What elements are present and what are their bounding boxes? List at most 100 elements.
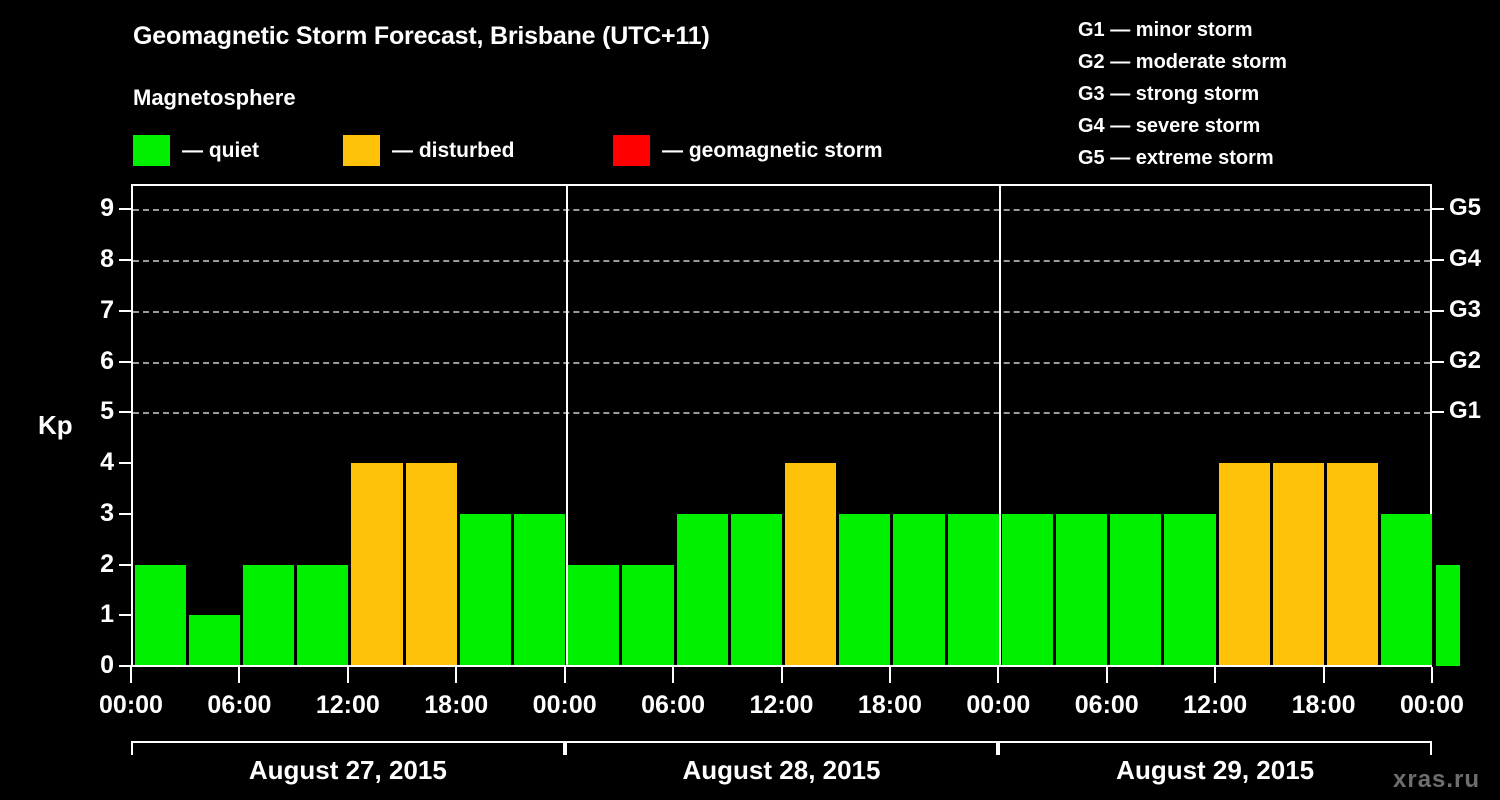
gridline-kp-5 — [133, 412, 1430, 415]
gridline-kp-8 — [133, 260, 1430, 263]
bar-24[interactable] — [1435, 564, 1460, 666]
y-tick-mark-4 — [119, 462, 131, 465]
y-axis-label: Kp — [38, 410, 73, 440]
x-tick-mark-6 — [780, 667, 783, 683]
g-tick-label-G4: G4 — [1449, 245, 1482, 273]
legend-label-disturbed: — disturbed — [392, 138, 515, 162]
plot-area — [131, 184, 1460, 666]
bar-23[interactable] — [1381, 513, 1433, 666]
y-tick-label-4: 4 — [100, 448, 114, 477]
day-bracket-2 — [564, 741, 999, 755]
y-tick-mark-3 — [119, 512, 131, 515]
gscale-legend-row-2: G2 — moderate storm — [1078, 51, 1287, 73]
day-separator-1 — [565, 186, 568, 666]
x-tick-mark-3 — [455, 667, 458, 683]
bar-15[interactable] — [947, 513, 999, 666]
x-tick-mark-2 — [346, 667, 349, 683]
bar-2[interactable] — [242, 564, 295, 666]
y-tick-mark-0 — [119, 665, 131, 667]
day-separator-2 — [999, 186, 1002, 666]
day-bracket-1 — [131, 741, 565, 755]
x-tick-mark-11 — [1322, 667, 1325, 683]
bar-3[interactable] — [297, 564, 349, 666]
gscale-legend-row-3: G3 — strong storm — [1078, 83, 1260, 105]
g-tick-mark-G5 — [1432, 208, 1444, 211]
legend-label-quiet: — quiet — [182, 138, 259, 162]
bar-6[interactable] — [459, 513, 511, 666]
y-tick-label-3: 3 — [100, 498, 114, 527]
bar-21[interactable] — [1272, 463, 1325, 666]
x-tick-mark-10 — [1214, 667, 1217, 683]
plot-inner — [133, 186, 1460, 666]
x-tick-label-4: 00:00 — [532, 691, 597, 719]
y-tick-mark-6 — [119, 360, 131, 363]
y-tick-mark-1 — [119, 614, 131, 617]
bar-8[interactable] — [568, 564, 620, 666]
y-tick-label-1: 1 — [100, 600, 114, 629]
x-tick-label-12: 00:00 — [1400, 691, 1464, 719]
bar-18[interactable] — [1110, 513, 1162, 666]
x-tick-mark-9 — [1105, 667, 1108, 683]
gscale-legend: G1 — minor storm G2 — moderate storm G3 — … — [1078, 14, 1408, 174]
legend-swatch-quiet — [133, 134, 170, 166]
y-tick-mark-9 — [119, 208, 131, 211]
y-tick-label-8: 8 — [100, 245, 114, 274]
bar-5[interactable] — [405, 463, 457, 666]
y-tick-label-6: 6 — [100, 346, 114, 375]
x-tick-mark-12 — [1431, 667, 1433, 683]
x-tick-label-1: 06:00 — [207, 691, 272, 719]
legend-swatch-disturbed — [343, 134, 380, 166]
bar-16[interactable] — [1001, 513, 1054, 666]
day-label-2: August 28, 2015 — [682, 755, 881, 785]
x-tick-mark-0 — [130, 667, 132, 683]
x-tick-mark-8 — [997, 667, 1000, 683]
y-tick-label-0: 0 — [100, 651, 114, 679]
bar-19[interactable] — [1164, 513, 1216, 666]
bar-4[interactable] — [351, 463, 403, 666]
bar-12[interactable] — [785, 463, 837, 666]
gridline-kp-9 — [133, 209, 1430, 212]
g-tick-mark-G1 — [1432, 411, 1444, 414]
legend-swatch-geomagnetic-storm — [613, 134, 650, 166]
g-tick-label-G3: G3 — [1449, 295, 1482, 323]
legend-entry-disturbed: — disturbed — [343, 133, 515, 167]
x-tick-mark-7 — [888, 667, 891, 683]
g-tick-mark-G4 — [1432, 259, 1444, 262]
y-tick-mark-7 — [119, 309, 131, 312]
x-tick-mark-4 — [563, 667, 566, 683]
x-tick-label-6: 12:00 — [749, 691, 814, 719]
x-tick-label-9: 06:00 — [1074, 691, 1139, 719]
bar-13[interactable] — [839, 513, 891, 666]
legend-label-geomagnetic-storm: — geomagnetic storm — [662, 138, 883, 162]
x-tick-label-7: 18:00 — [857, 691, 922, 719]
y-tick-mark-5 — [119, 411, 131, 414]
day-bracket-3 — [998, 741, 1432, 755]
y-tick-label-5: 5 — [100, 397, 114, 426]
bar-22[interactable] — [1327, 463, 1379, 666]
bar-17[interactable] — [1056, 513, 1108, 666]
g-tick-label-G2: G2 — [1449, 346, 1482, 374]
bar-1[interactable] — [188, 615, 240, 666]
x-tick-label-8: 00:00 — [966, 691, 1031, 719]
bar-10[interactable] — [676, 513, 728, 666]
x-tick-mark-5 — [672, 667, 675, 683]
bar-14[interactable] — [893, 513, 945, 666]
bar-20[interactable] — [1218, 463, 1270, 666]
bar-9[interactable] — [622, 564, 674, 666]
bar-7[interactable] — [513, 513, 566, 666]
gscale-legend-row-5: G5 — extreme storm — [1078, 147, 1274, 169]
x-axis-baseline — [131, 665, 1432, 667]
bar-11[interactable] — [730, 513, 782, 666]
magnetosphere-label: Magnetosphere — [133, 85, 296, 110]
gridline-kp-6 — [133, 361, 1430, 364]
gscale-legend-row-1: G1 — minor storm — [1078, 19, 1253, 41]
x-tick-label-10: 12:00 — [1183, 691, 1248, 719]
g-tick-label-G5: G5 — [1449, 194, 1482, 222]
legend-entry-geomagnetic-storm: — geomagnetic storm — [613, 133, 883, 167]
bar-0[interactable] — [134, 564, 186, 666]
page-title: Geomagnetic Storm Forecast, Brisbane (UT… — [133, 22, 710, 50]
x-tick-label-11: 18:00 — [1291, 691, 1356, 719]
g-tick-mark-G2 — [1432, 360, 1444, 363]
x-tick-mark-1 — [238, 667, 241, 683]
x-tick-label-2: 12:00 — [315, 691, 380, 719]
